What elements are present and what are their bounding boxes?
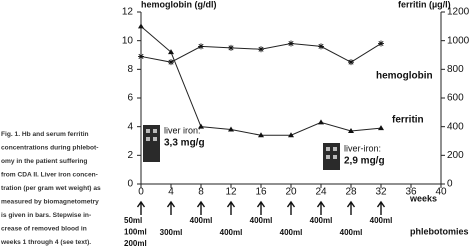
phlebotomy-volume: 400ml bbox=[310, 216, 333, 225]
data-point bbox=[348, 59, 354, 66]
x-tick-label: 20 bbox=[285, 187, 297, 198]
caption-line: omy in the patient suffering bbox=[1, 158, 87, 165]
x-axis-title: weeks bbox=[409, 193, 437, 203]
data-point bbox=[288, 132, 294, 138]
phlebotomy-volume: 400ml bbox=[250, 216, 273, 225]
caption-line: is given in bars. Stepwise in- bbox=[1, 212, 91, 219]
caption-line: concentrations during phlebot- bbox=[1, 144, 98, 151]
data-point bbox=[198, 123, 204, 129]
phlebotomy-arrow bbox=[286, 200, 296, 215]
x-tick-label: 8 bbox=[198, 187, 204, 198]
x-tick-label: 28 bbox=[345, 187, 357, 198]
annotation-label: liver iron: bbox=[164, 125, 201, 135]
x-tick-label: 0 bbox=[138, 187, 144, 198]
bar-texture bbox=[326, 155, 330, 159]
y-tick-label: 12 bbox=[122, 7, 134, 18]
series-label: ferritin bbox=[392, 115, 424, 126]
data-point bbox=[258, 132, 264, 138]
y-tick-label: 10 bbox=[122, 35, 134, 46]
caption-line: crease of removed blood in bbox=[1, 225, 87, 232]
x-tick-label: 24 bbox=[315, 187, 327, 198]
phlebotomy-arrow bbox=[196, 200, 206, 215]
data-point bbox=[348, 127, 354, 133]
liver-iron-bar bbox=[323, 143, 340, 170]
data-point bbox=[138, 53, 144, 60]
y2-tick-label: 1000 bbox=[447, 35, 470, 46]
bar-texture bbox=[326, 147, 330, 151]
data-point bbox=[228, 44, 234, 51]
bar-texture bbox=[333, 147, 337, 151]
phlebotomy-arrow bbox=[316, 200, 326, 215]
phlebotomy-arrow bbox=[346, 200, 356, 215]
y2-tick-label: 800 bbox=[447, 64, 464, 75]
data-point bbox=[228, 126, 234, 132]
phlebotomy-volume: 100ml bbox=[124, 228, 147, 237]
y-tick-label: 0 bbox=[127, 179, 133, 190]
annotation-value: 3,3 mg/g bbox=[164, 138, 205, 149]
y2-tick-label: 0 bbox=[447, 179, 453, 190]
caption-line: measured by biomagnetometry bbox=[1, 198, 99, 205]
bar-texture bbox=[146, 129, 150, 133]
x-tick-label: 16 bbox=[255, 187, 267, 198]
data-point bbox=[318, 43, 324, 50]
y-axis-title: hemoglobin (g/dl) bbox=[141, 0, 217, 9]
phlebotomy-volume: 400ml bbox=[370, 216, 393, 225]
data-point bbox=[138, 23, 144, 29]
data-point bbox=[288, 40, 294, 47]
phlebotomy-arrow bbox=[166, 200, 176, 215]
phlebotomy-volume: 200ml bbox=[124, 239, 147, 246]
bar-texture bbox=[146, 137, 150, 141]
series-line bbox=[140, 25, 382, 136]
y2-axis-title: ferritin (µg/l) bbox=[398, 0, 451, 9]
data-point bbox=[168, 59, 174, 66]
caption-line: Fig. 1. Hb and serum ferritin bbox=[1, 131, 89, 138]
x-tick-label: 12 bbox=[225, 187, 237, 198]
data-point bbox=[168, 49, 174, 55]
annotation-label: liver-iron: bbox=[344, 143, 381, 153]
series-label: hemoglobin bbox=[376, 71, 433, 82]
caption-line: tration (per gram wet weight) as bbox=[1, 185, 101, 192]
phlebotomy-arrow bbox=[226, 200, 236, 215]
phlebotomy-arrow bbox=[256, 200, 266, 215]
x-tick-label: 32 bbox=[375, 187, 387, 198]
y-tick-label: 8 bbox=[127, 64, 133, 75]
x-tick-label: 40 bbox=[435, 187, 447, 198]
phlebotomies-label: phlebotomies bbox=[410, 226, 469, 236]
x-tick-label: 4 bbox=[168, 187, 174, 198]
bar-texture bbox=[153, 129, 157, 133]
data-point bbox=[378, 40, 384, 47]
data-point bbox=[318, 119, 324, 125]
caption-line: from CDA II. Liver iron concen- bbox=[1, 171, 98, 178]
phlebotomy-volume: 400ml bbox=[220, 228, 243, 237]
phlebotomy-arrow bbox=[136, 200, 146, 215]
phlebotomy-volume: 300ml bbox=[160, 228, 183, 237]
y-tick-label: 6 bbox=[127, 93, 133, 104]
y2-tick-label: 200 bbox=[447, 150, 464, 161]
bar-texture bbox=[153, 137, 157, 141]
data-point bbox=[258, 46, 264, 53]
data-point bbox=[378, 125, 384, 131]
caption-line: weeks 1 through 4 (see text). bbox=[0, 239, 91, 246]
phlebotomy-volume: 400ml bbox=[280, 228, 303, 237]
annotation-value: 2,9 mg/g bbox=[344, 156, 385, 167]
phlebotomy-volume: 400ml bbox=[340, 228, 363, 237]
data-point bbox=[198, 43, 204, 50]
phlebotomy-volume: 400ml bbox=[190, 216, 213, 225]
y2-tick-label: 600 bbox=[447, 93, 464, 104]
x-tick-label: 36 bbox=[405, 187, 417, 198]
liver-iron-bar bbox=[143, 125, 160, 162]
y-tick-label: 4 bbox=[127, 121, 133, 132]
y2-tick-label: 400 bbox=[447, 121, 464, 132]
y-tick-label: 2 bbox=[127, 150, 133, 161]
phlebotomy-volume: 50ml bbox=[124, 216, 142, 225]
phlebotomy-arrow bbox=[376, 200, 386, 215]
bar-texture bbox=[333, 155, 337, 159]
y2-tick-label: 1200 bbox=[447, 7, 470, 18]
